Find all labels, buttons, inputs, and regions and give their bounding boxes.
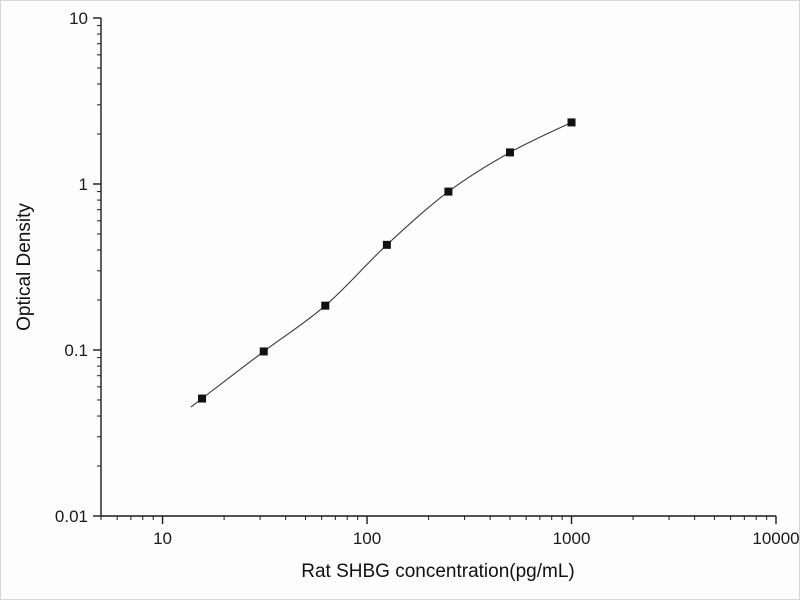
- data-point-marker: [382, 240, 391, 249]
- x-axis-label: Rat SHBG concentration(pg/mL): [301, 561, 575, 582]
- data-point-marker: [444, 187, 453, 196]
- data-point-marker: [259, 347, 268, 356]
- y-tick-label: 0.1: [64, 341, 88, 360]
- y-axis-label: Optical Density: [14, 203, 35, 331]
- y-tick-label: 10: [69, 9, 88, 28]
- x-tick-label: 10000: [752, 529, 799, 548]
- x-tick-label: 10: [153, 529, 172, 548]
- data-point-marker: [567, 118, 576, 127]
- x-tick-label: 100: [353, 529, 381, 548]
- data-point-marker: [505, 148, 514, 157]
- data-point-marker: [321, 301, 330, 310]
- x-tick-label: 1000: [553, 529, 591, 548]
- data-point-marker: [198, 394, 207, 403]
- y-tick-label: 0.01: [55, 507, 88, 526]
- y-tick-label: 1: [79, 175, 88, 194]
- fit-curve: [190, 121, 572, 408]
